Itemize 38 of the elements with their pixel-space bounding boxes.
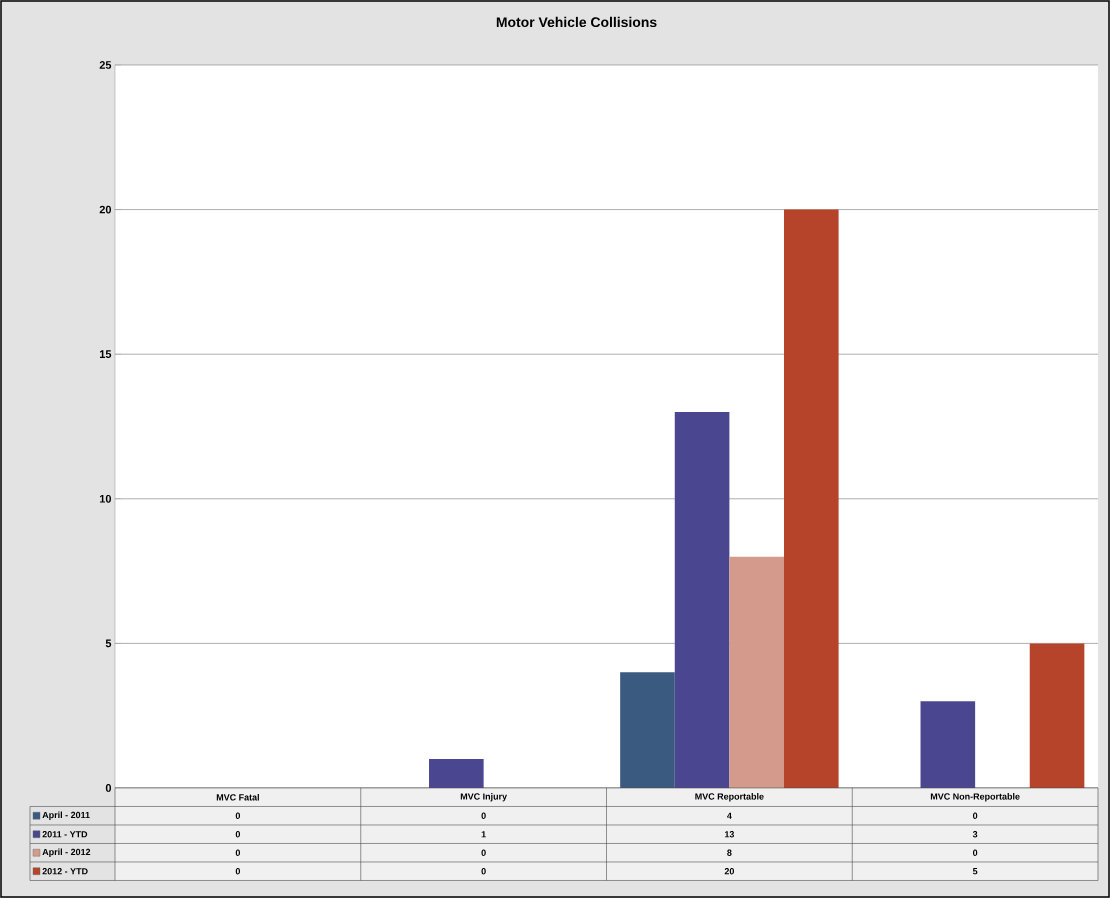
x-tick-label: MVC Reportable <box>695 793 764 802</box>
data-label: 0 <box>235 849 241 856</box>
x-tick-label: MVC Non-Reportable <box>930 793 1020 802</box>
data-label: 0 <box>481 849 486 856</box>
data-label: 4 <box>727 812 732 819</box>
data-label: 20 <box>724 868 734 875</box>
data-label: 0 <box>481 868 486 875</box>
data-label: 8 <box>727 849 732 856</box>
legend-label: April - 2012 <box>42 848 91 857</box>
bar <box>920 701 976 788</box>
legend-label: 2011 - YTD <box>42 831 88 838</box>
bar <box>429 759 484 788</box>
data-label: 1 <box>481 831 486 838</box>
data-label: 0 <box>972 812 978 819</box>
bar <box>784 209 839 788</box>
bar <box>674 412 730 788</box>
data-label: 0 <box>235 868 241 875</box>
y-tick-label: 10 <box>99 494 112 503</box>
y-tick-label: 20 <box>99 205 112 214</box>
legend-label: 2012 - YTD <box>42 868 88 875</box>
data-label: 0 <box>972 849 978 856</box>
y-tick-label: 15 <box>99 350 112 359</box>
data-label: 0 <box>235 831 241 838</box>
y-tick-label: 25 <box>99 61 112 69</box>
bar <box>620 672 675 788</box>
legend-label: April - 2011 <box>42 811 90 820</box>
bar <box>1029 643 1085 788</box>
data-label: 0 <box>481 812 486 819</box>
x-tick-label: MVC Fatal <box>216 793 259 801</box>
x-tick-label: MVC Injury <box>460 793 507 802</box>
data-label: 5 <box>972 868 978 875</box>
chart-title: Motor Vehicle Collisions <box>496 16 657 28</box>
y-tick-label: 0 <box>105 784 112 792</box>
data-label: 13 <box>724 831 735 838</box>
bar <box>729 556 784 788</box>
y-tick-label: 5 <box>105 639 112 648</box>
data-label: 3 <box>972 831 978 838</box>
data-label: 0 <box>235 812 241 819</box>
